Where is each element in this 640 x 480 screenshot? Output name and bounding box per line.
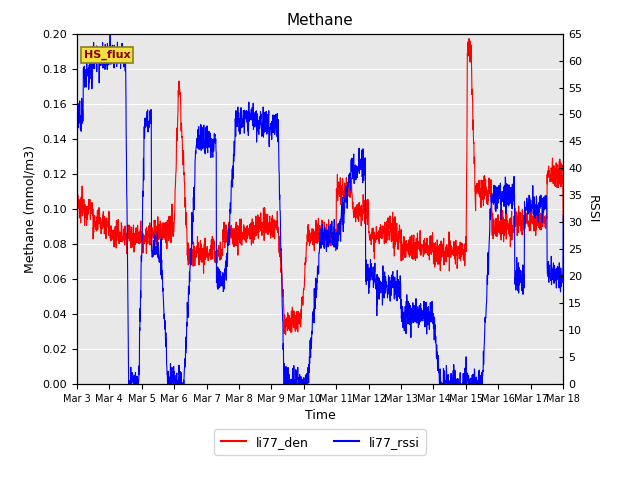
X-axis label: Time: Time	[305, 409, 335, 422]
Y-axis label: Methane (mmol/m3): Methane (mmol/m3)	[24, 145, 36, 273]
Y-axis label: RSSI: RSSI	[586, 194, 599, 223]
Legend: li77_den, li77_rssi: li77_den, li77_rssi	[214, 429, 426, 455]
Title: Methane: Methane	[287, 13, 353, 28]
Text: HS_flux: HS_flux	[84, 50, 131, 60]
